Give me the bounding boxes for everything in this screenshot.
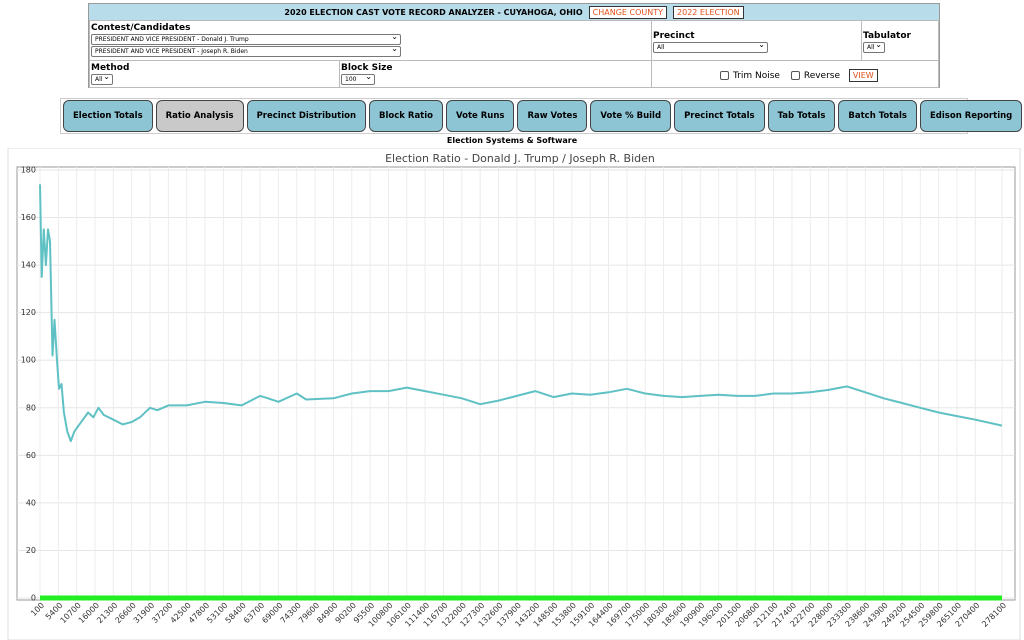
y-tick-label: 40 xyxy=(26,498,36,507)
election-button[interactable]: 2022 ELECTION xyxy=(673,6,744,19)
tab[interactable]: Raw Votes xyxy=(517,100,588,132)
x-tick-label: 278100 xyxy=(980,601,1008,629)
tab[interactable]: Block Ratio xyxy=(369,100,443,132)
tab[interactable]: Precinct Totals xyxy=(674,100,765,132)
method-cell: Method All xyxy=(89,60,340,88)
app-title: 2020 ELECTION CAST VOTE RECORD ANALYZER … xyxy=(284,8,583,17)
y-tick-label: 140 xyxy=(21,261,36,270)
y-tick-label: 80 xyxy=(26,403,36,412)
trim-noise-label: Trim Noise xyxy=(733,71,780,81)
method-select[interactable]: All xyxy=(91,72,113,85)
change-county-button[interactable]: CHANGE COUNTY xyxy=(588,6,668,19)
tab[interactable]: Edison Reporting xyxy=(919,100,1023,132)
reverse-label: Reverse xyxy=(803,71,841,81)
y-tick-label: 20 xyxy=(26,546,36,555)
chart-frame xyxy=(7,148,1021,640)
y-tick-label: 0 xyxy=(31,594,36,603)
block-size-select[interactable]: 100 xyxy=(341,72,375,85)
y-tick-label: 160 xyxy=(21,213,36,222)
data-line xyxy=(39,184,1003,443)
label: Tabulator xyxy=(863,31,911,41)
precinct-select[interactable]: All xyxy=(653,40,768,53)
y-tick-label: 60 xyxy=(26,451,36,460)
view-button[interactable]: VIEW xyxy=(848,69,878,82)
block-size-cell: Block Size 100 xyxy=(339,60,652,88)
vendor-label: Election Systems & Software xyxy=(446,136,578,145)
y-tick-label: 100 xyxy=(21,356,36,365)
control-panel: 2020 ELECTION CAST VOTE RECORD ANALYZER … xyxy=(88,3,940,88)
label: Precinct xyxy=(653,31,695,41)
label: Block Size xyxy=(341,63,393,73)
tab[interactable]: Precinct Distribution xyxy=(246,100,367,132)
tab[interactable]: Batch Totals xyxy=(838,100,917,132)
tabulator-select[interactable]: All xyxy=(863,40,885,53)
tabulator-cell: Tabulator All xyxy=(861,20,939,61)
y-tick-label: 120 xyxy=(21,308,36,317)
chart-title: Election Ratio - Donald J. Trump / Josep… xyxy=(385,152,655,165)
header: 2020 ELECTION CAST VOTE RECORD ANALYZER … xyxy=(89,4,939,21)
tab[interactable]: Vote Runs xyxy=(446,100,515,132)
candidate-select[interactable]: PRESIDENT AND VICE PRESIDENT - Donald J.… xyxy=(91,32,401,45)
tab-bar: Election Totals Ratio Analysis Precinct … xyxy=(60,98,1023,134)
tab[interactable]: Tab Totals xyxy=(767,100,836,132)
precinct-cell: Precinct All xyxy=(651,20,862,61)
y-tick-label: 180 xyxy=(21,166,36,175)
tab[interactable]: Vote % Build xyxy=(590,100,672,132)
label: Contest/Candidates xyxy=(91,23,191,33)
options-cell: Trim Noise Reverse VIEW xyxy=(651,60,939,88)
label: Method xyxy=(91,63,130,73)
candidate-select[interactable]: PRESIDENT AND VICE PRESIDENT - Joseph R.… xyxy=(91,44,401,57)
checkbox[interactable] xyxy=(720,71,729,80)
tab[interactable]: Election Totals xyxy=(63,100,153,132)
tab[interactable]: Ratio Analysis xyxy=(155,100,244,132)
checkbox[interactable] xyxy=(790,71,800,80)
chart: Election Ratio - Donald J. Trump / Josep… xyxy=(7,148,1021,640)
contest-cell: Contest/Candidates PRESIDENT AND VICE PR… xyxy=(89,20,652,61)
